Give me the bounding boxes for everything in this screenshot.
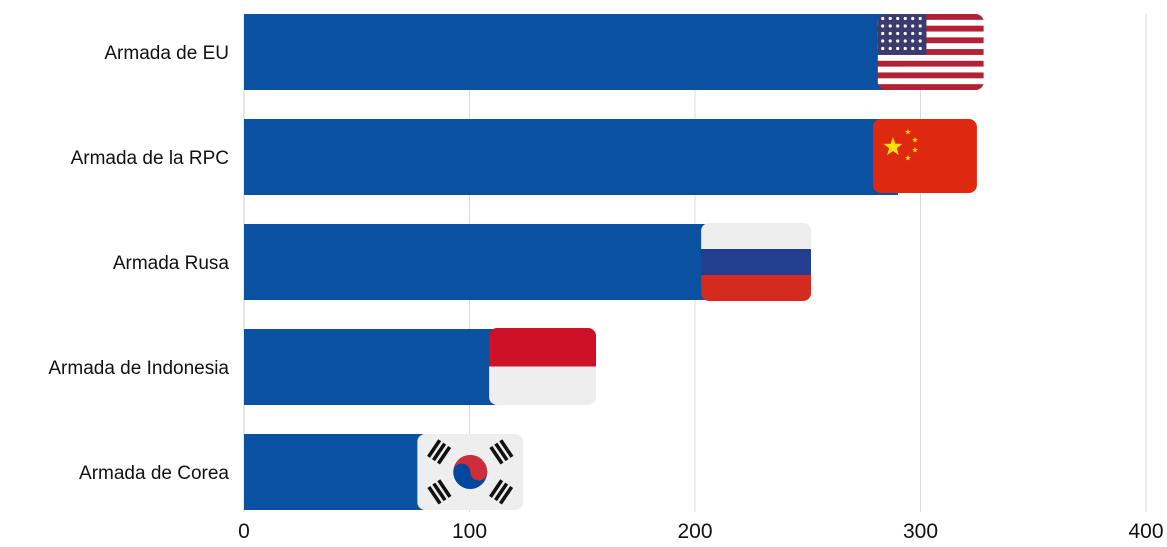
x-tick-label: 200 (677, 520, 712, 542)
usa-flag-icon (878, 14, 984, 90)
indonesia-flag-icon (489, 328, 596, 405)
bar-3 (244, 224, 731, 300)
x-tick-label: 100 (452, 520, 487, 542)
x-tick-label: 300 (903, 520, 938, 542)
x-tick-label: 0 (238, 520, 250, 542)
russia-flag-icon (701, 223, 811, 301)
category-label: Armada de Indonesia (48, 358, 229, 379)
bar-4 (244, 329, 501, 405)
x-axis-ticks: 0 100 200 300 400 (238, 520, 1163, 542)
category-label: Armada de EU (104, 43, 229, 64)
x-tick-label: 400 (1128, 520, 1163, 542)
bar-1 (244, 14, 905, 90)
china-flag-icon (873, 119, 977, 193)
korea-flag-icon (417, 434, 523, 510)
category-label: Armada Rusa (113, 253, 230, 274)
category-labels: Armada de EU Armada de la RPC Armada Rusa A… (48, 43, 229, 484)
bar-2 (244, 119, 898, 195)
category-label: Armada de Corea (79, 463, 229, 484)
category-label: Armada de la RPC (71, 148, 229, 169)
